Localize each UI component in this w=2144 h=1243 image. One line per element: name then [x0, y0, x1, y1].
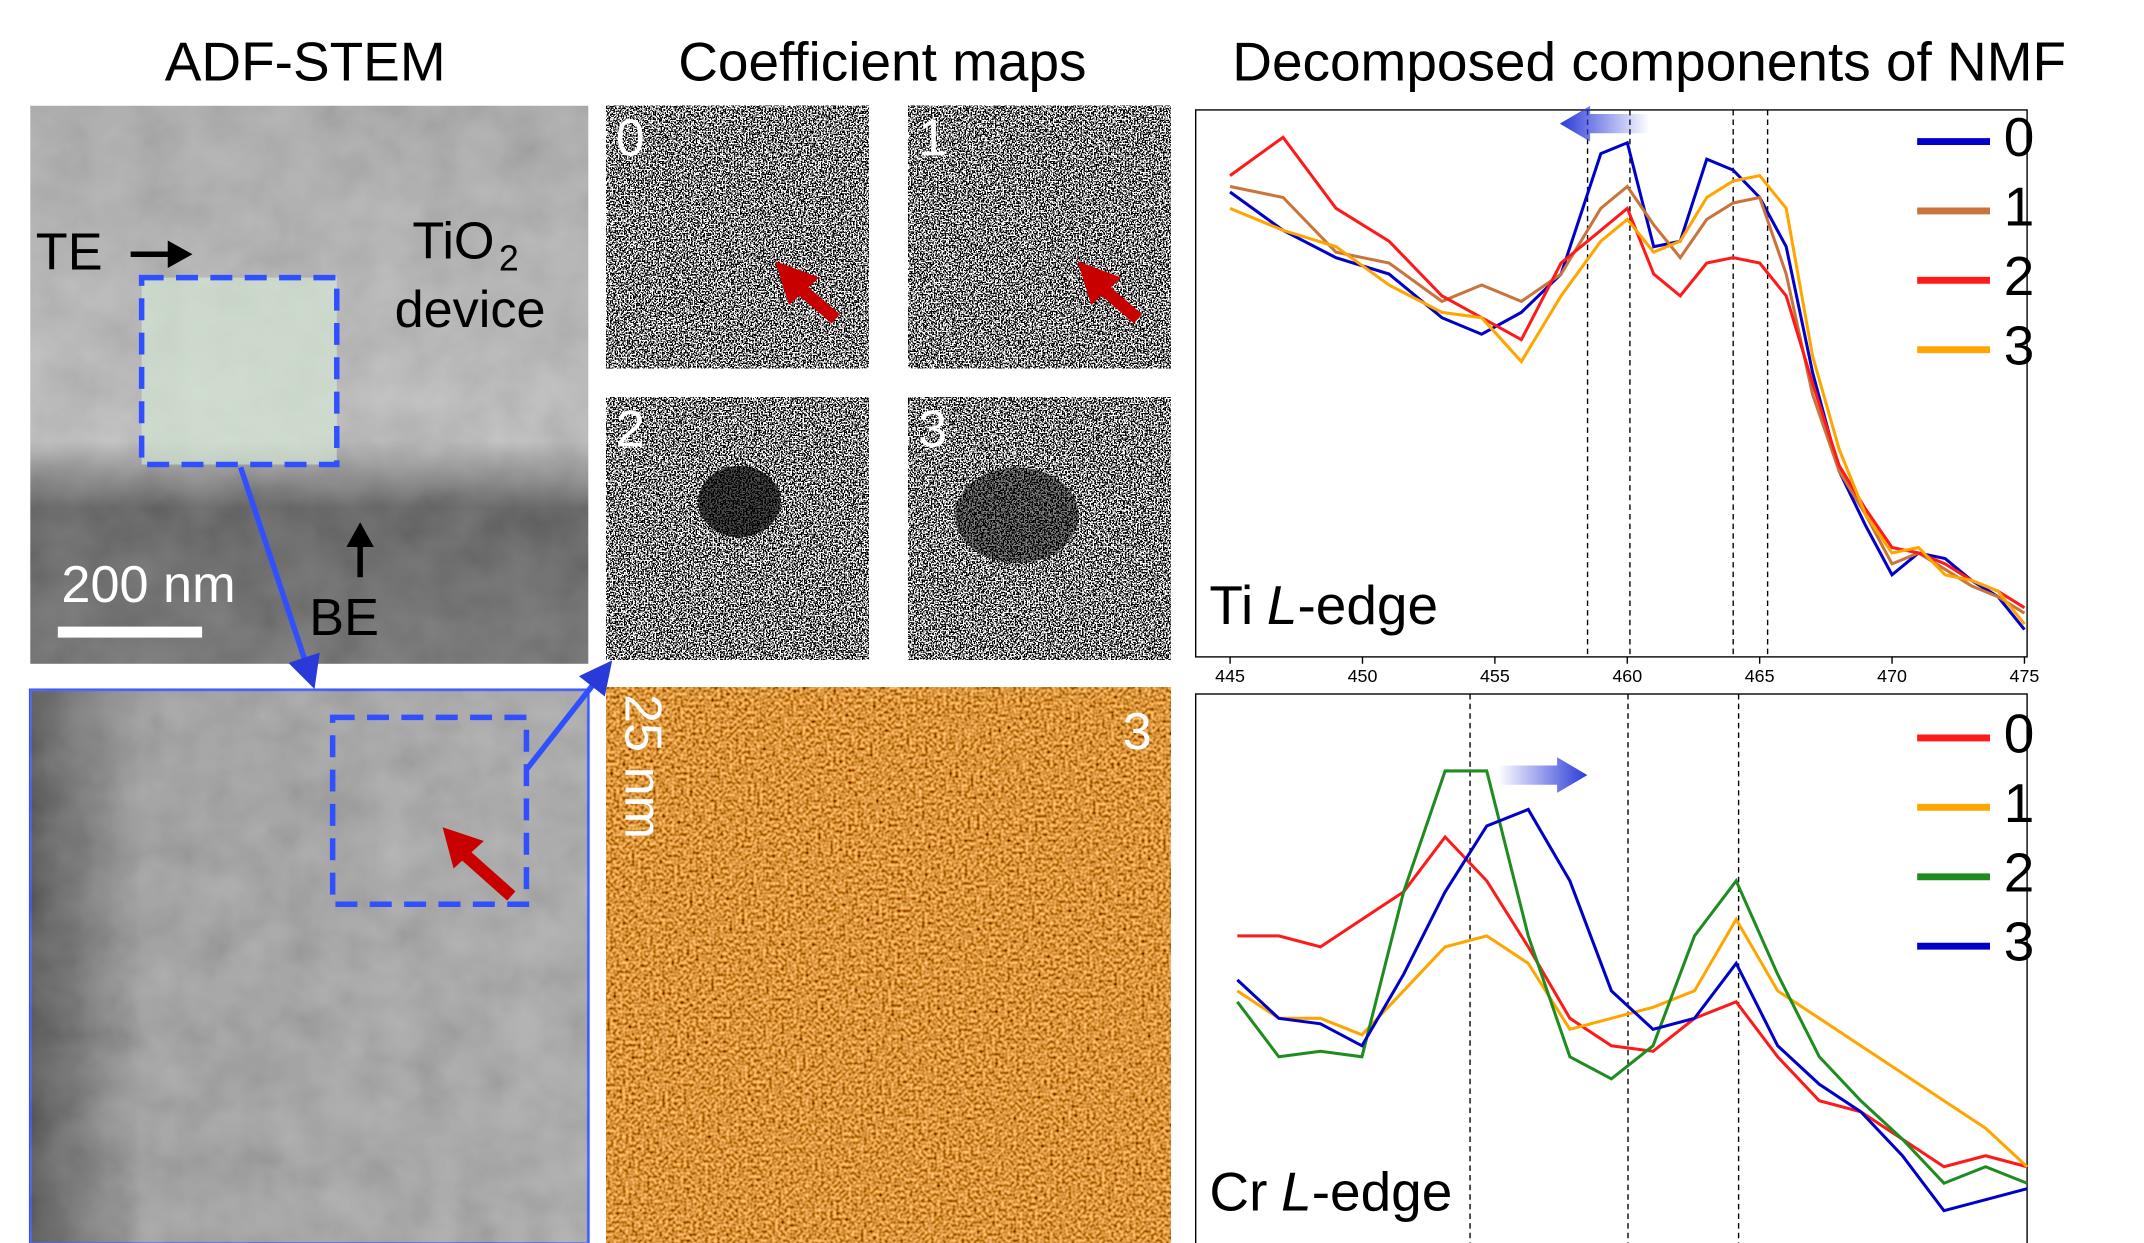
figure: ADF-STEM Coefficient maps Decomposed com…: [0, 0, 2144, 1243]
label-suffix: -edge: [1312, 1160, 1453, 1222]
label-subscript: 2: [499, 239, 519, 279]
label-be: BE: [309, 589, 379, 647]
legend-label: 0: [2004, 106, 2035, 168]
label-te: TE: [36, 223, 103, 281]
label-letter: L: [1281, 1160, 1312, 1222]
legend-label: 0: [2004, 702, 2035, 764]
x-tick-label: 445: [1215, 666, 1245, 686]
legend-label: 3: [2004, 911, 2035, 973]
panel-title: ADF-STEM: [165, 30, 446, 92]
scale-label: 200 nm: [61, 556, 235, 614]
label-tio: TiO: [412, 212, 494, 270]
panel-title: Coefficient maps: [678, 30, 1086, 92]
legend-label: 2: [2004, 245, 2035, 307]
map-label: 3: [1123, 703, 1152, 761]
label-element: Cr: [1209, 1160, 1267, 1222]
label-suffix: -edge: [1297, 573, 1438, 635]
legend-label: 3: [2004, 314, 2035, 376]
legend-label: 1: [2004, 175, 2035, 237]
map-label: 0: [616, 109, 645, 167]
legend-label: 1: [2004, 772, 2035, 834]
x-tick-label: 465: [1745, 666, 1775, 686]
legend-label: 2: [2004, 841, 2035, 903]
label-device: device: [395, 281, 546, 339]
x-tick-label: 470: [1877, 666, 1907, 686]
x-tick-label: 455: [1480, 666, 1510, 686]
panel-title: Decomposed components of NMF: [1232, 30, 2066, 92]
map-scale: 25 nm: [613, 694, 671, 839]
map-label: 3: [918, 401, 947, 459]
label-element: Ti: [1209, 573, 1253, 635]
x-tick-label: 460: [1612, 666, 1642, 686]
map-label: 2: [616, 401, 645, 459]
x-tick-label: 450: [1348, 666, 1378, 686]
x-tick-label: 475: [2010, 666, 2040, 686]
map-label: 1: [918, 109, 947, 167]
label-letter: L: [1267, 573, 1298, 635]
